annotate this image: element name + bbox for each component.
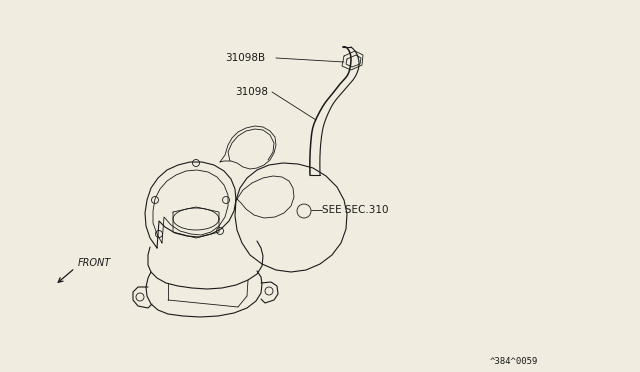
Text: 31098B: 31098B — [225, 53, 265, 63]
Text: FRONT: FRONT — [78, 258, 111, 268]
Text: ^384^0059: ^384^0059 — [490, 357, 538, 366]
Text: 31098: 31098 — [235, 87, 268, 97]
Text: SEE SEC.310: SEE SEC.310 — [322, 205, 388, 215]
